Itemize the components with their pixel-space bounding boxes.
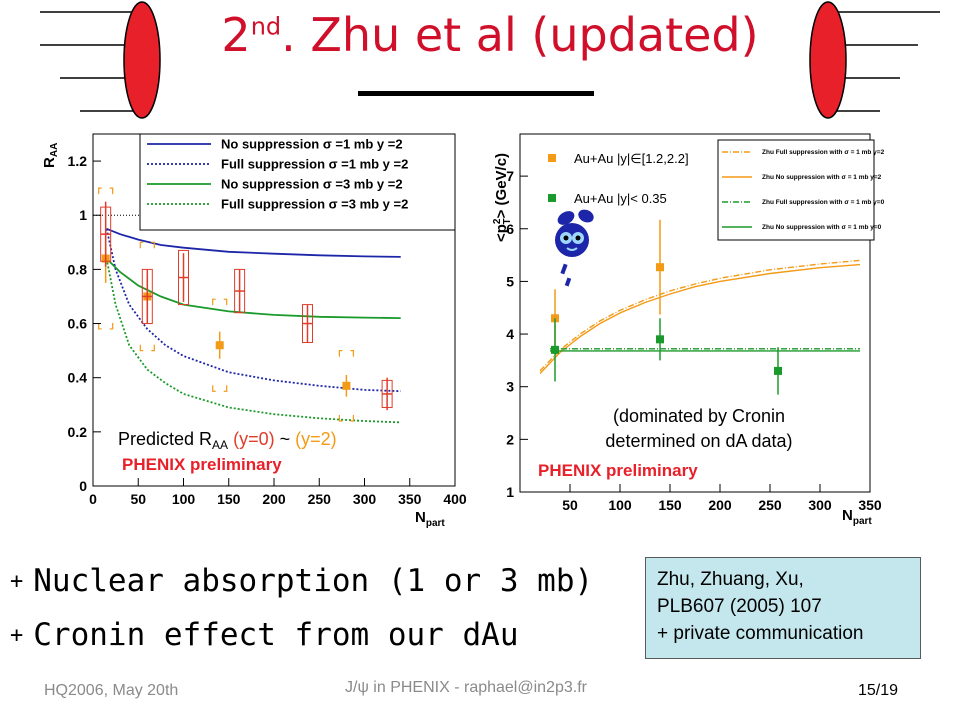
x-tick-label: 150 [217,491,241,507]
y-tick-label: 3 [506,379,514,395]
data-point [215,341,224,350]
y-tick-label: 0.4 [68,370,88,386]
y-tick-label: 2 [506,431,514,447]
y-tick-label: 7 [506,168,514,184]
x-tick-label: 250 [308,491,332,507]
model-curve [539,259,861,372]
x-tick-label: 300 [353,491,377,507]
y-tick-label: 4 [506,326,514,342]
pt2-ylabel: <p2T> (GeV/c) [492,153,513,242]
raa-legend: No suppression σ =1 mb y =2 Full suppress… [139,133,456,231]
footer-left: HQ2006, May 20th [44,682,179,699]
pt2-data-legend: Au+Au |y|∈[1.2,2.2] Au+Au |y|< 0.35 [548,151,689,206]
raa-ylabel: RAA [41,143,60,168]
y-tick-label: 0 [79,478,87,494]
x-tick-label: 350 [858,497,882,513]
x-tick-label: 0 [89,491,97,507]
footer-center: J/ψ in PHENIX - raphael@in2p3.fr [345,679,587,696]
reference-box: Zhu, Zhuang, Xu, PLB607 (2005) 107 + pri… [645,557,921,659]
x-tick-label: 100 [608,497,632,513]
bullet-item-cronin: + Cronin effect from our dAu [10,617,519,653]
raa-chart: 0 50 100 150 200 250 300 350 400 0 0.2 0.4 0.6 0.8 1 1.… [41,133,467,529]
systematic-bracket [98,187,114,330]
x-tick-label: 150 [658,497,682,513]
data-point [656,335,664,344]
reference-line-2: PLB607 (2005) 107 [657,596,822,617]
y-tick-label: 0.8 [68,261,88,277]
model-curve [105,257,401,319]
reference-line-3: + private communication [657,623,864,644]
pt2-model-legend: Zhu Full suppression with σ = 1 mb y=2 Zh… [717,139,885,241]
pt2-xlabel: Npart [842,507,872,527]
x-tick-label: 400 [443,491,467,507]
y-tick-label: 1 [506,484,514,500]
model-curve [105,258,401,424]
left-red-ellipse [123,1,161,119]
y-tick-label: 6 [506,221,514,237]
raa-predicted-annotation: Predicted RAA (y=0) ~ (y=2) [118,429,337,452]
pt2-chart: 50 100 150 200 250 300 350 1 2 3 4 5 6 7 Au+Au |y|∈[1… [492,133,885,527]
left-decoration [40,1,161,119]
model-curve [105,228,401,393]
y-tick-label: 1 [79,207,87,223]
legend-entry-label: Zhu No suppression with σ = 1 mb y=2 [762,174,882,181]
mascot-icon [555,209,594,287]
legend-entry-label: No suppression σ =1 mb y =2 [221,136,403,151]
pt2-cronin-line1: (dominated by Cronin [613,406,785,426]
slide-title: 2nd. Zhu et al (updated) [221,8,759,62]
data-point [656,263,664,272]
title-underline [358,91,594,96]
model-curve [106,227,401,258]
x-tick-label: 50 [130,491,146,507]
legend-entry-label: No suppression σ =3 mb y =2 [221,176,403,191]
systematic-bracket [139,241,155,352]
legend-green-square [548,194,556,202]
right-decoration [809,1,940,119]
y-tick-label: 0.6 [68,316,88,332]
footer-page-number: 15/19 [858,682,899,699]
legend-entry-label: Zhu Full suppression with σ = 1 mb y=0 [762,199,885,206]
legend-orange-square [548,154,556,162]
pt2-cronin-line2: determined on dA data) [605,431,792,451]
right-red-ellipse [809,1,847,119]
raa-phenix-preliminary: PHENIX preliminary [122,455,282,474]
raa-xlabel: Npart [415,509,445,529]
legend-entry-label: Full suppression σ =1 mb y =2 [221,156,408,171]
legend-auau-forward: Au+Au |y|∈[1.2,2.2] [574,151,689,166]
data-point [342,381,351,390]
systematic-bracket [212,298,228,392]
y-tick-label: 0.2 [68,424,88,440]
legend-entry-label: Full suppression σ =3 mb y =2 [221,196,408,211]
legend-entry-label: Zhu Full suppression with σ = 1 mb y=2 [762,149,885,156]
y-tick-label: 1.2 [68,153,88,169]
pt2-phenix-preliminary: PHENIX preliminary [538,461,698,480]
model-curve [539,263,861,374]
y-tick-label: 5 [506,273,514,289]
x-tick-label: 200 [708,497,732,513]
systematic-bracket [338,350,354,422]
reference-line-1: Zhu, Zhuang, Xu, [657,569,804,590]
x-tick-label: 100 [172,491,196,507]
x-tick-label: 50 [562,497,578,513]
data-point [774,366,782,375]
x-tick-label: 300 [808,497,832,513]
x-tick-label: 350 [398,491,422,507]
data-point [551,345,559,354]
x-tick-label: 200 [262,491,286,507]
legend-auau-mid: Au+Au |y|< 0.35 [574,191,667,206]
x-tick-label: 250 [758,497,782,513]
bullet-item-absorption: + Nuclear absorption (1 or 3 mb) [10,563,594,599]
legend-entry-label: Zhu No suppression with σ = 1 mb y=0 [762,224,882,231]
